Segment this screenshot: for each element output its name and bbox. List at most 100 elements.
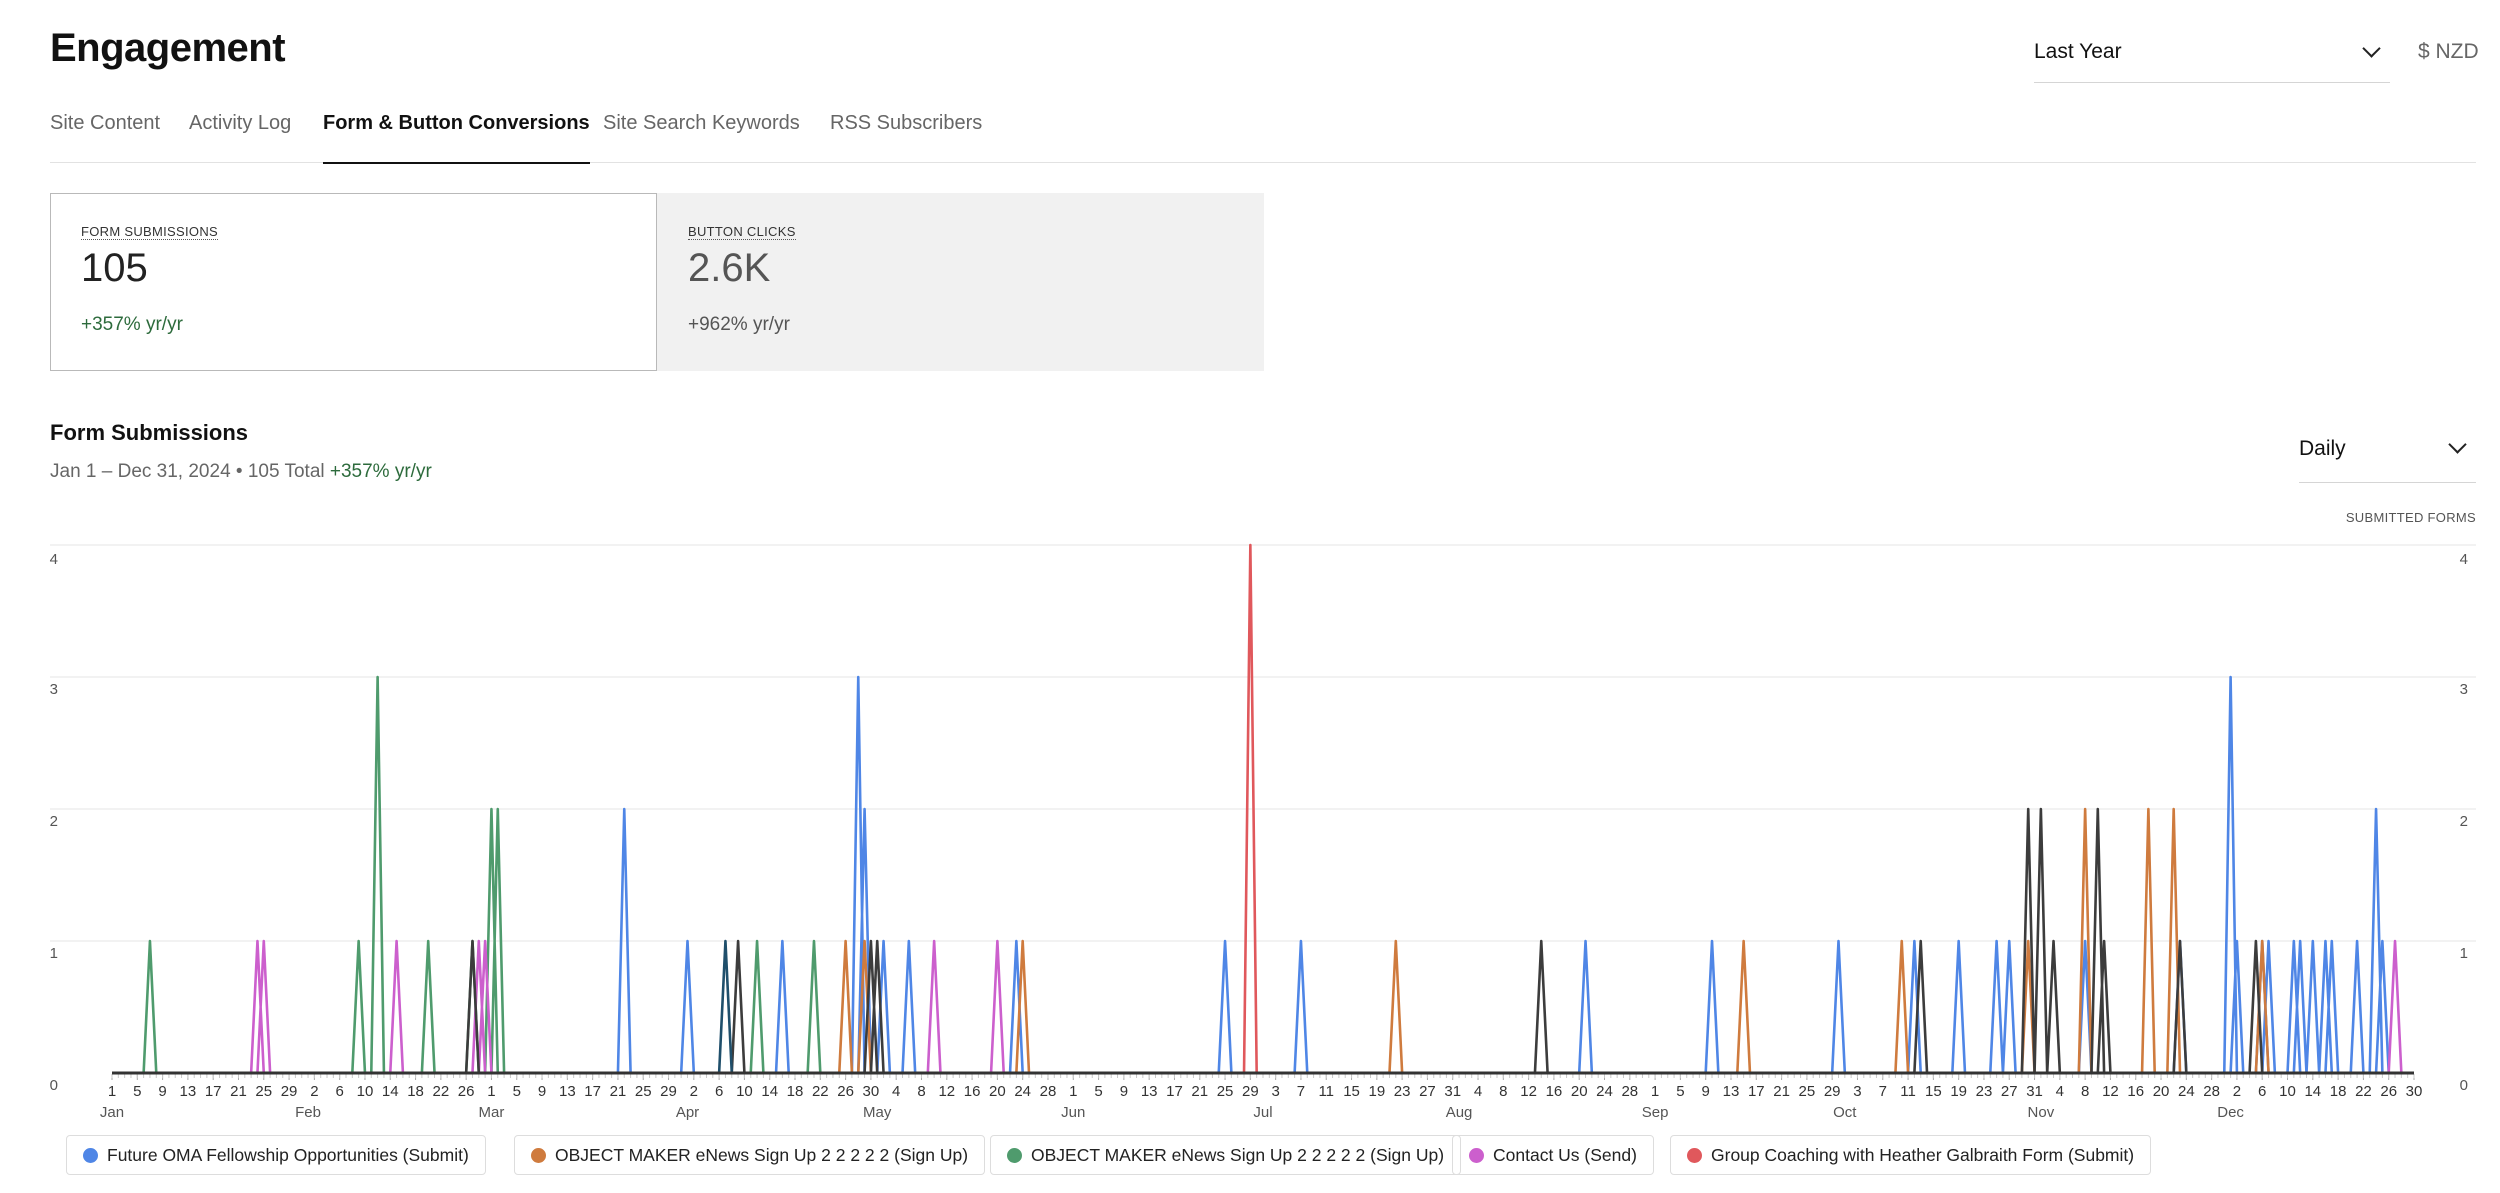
x-tick-label: 24 [1596,1083,1613,1100]
x-tick-label: 1 [1651,1083,1659,1100]
date-range-select[interactable]: Last Year [2034,30,2390,83]
button-clicks-card[interactable]: BUTTON CLICKS 2.6K +962% yr/yr [657,193,1264,371]
x-tick-label: 7 [1879,1083,1887,1100]
x-tick-label: 9 [1120,1083,1128,1100]
legend-item[interactable]: Contact Us (Send) [1452,1135,1654,1175]
chevron-down-icon [2362,39,2381,58]
y-tick-label-left: 2 [50,813,58,830]
month-label: Apr [676,1104,699,1121]
x-tick-label: 18 [787,1083,804,1100]
x-tick-label: 22 [2355,1083,2372,1100]
tab-bar: Site Content Activity Log Form & Button … [50,108,2476,164]
x-tick-label: 4 [1474,1083,1482,1100]
tab-site-content[interactable]: Site Content [50,112,161,134]
legend-dot [83,1148,98,1163]
x-tick-label: 29 [281,1083,298,1100]
legend-item[interactable]: Future OMA Fellowship Opportunities (Sub… [66,1135,486,1175]
x-tick-label: 19 [1950,1083,1967,1100]
legend-label: Future OMA Fellowship Opportunities (Sub… [107,1145,469,1165]
form-submissions-chart: 0 01 12 23 34 41 5 9 13 17 21 25 29 2 6 10 14 18 22 26 1 5 9 13… [50,543,2476,1121]
x-tick-label: 3 [1853,1083,1861,1100]
x-tick-label: 28 [1621,1083,1638,1100]
x-tick-label: 5 [133,1083,141,1100]
y-tick-label-right: 2 [2460,813,2468,830]
x-tick-label: 27 [2001,1083,2018,1100]
x-tick-label: 21 [1773,1083,1790,1100]
y-tick-label-left: 3 [50,681,58,698]
tab-form-button-conversions[interactable]: Form & Button Conversions [323,112,590,164]
page-title: Engagement [50,26,286,70]
x-tick-label: 17 [1166,1083,1183,1100]
x-tick-label: 25 [1799,1083,1816,1100]
month-label: May [863,1104,892,1121]
chart-change: +357% yr/yr [329,461,432,482]
x-tick-label: 29 [660,1083,677,1100]
x-tick-label: 2 [2233,1083,2241,1100]
chart-range-text: Jan 1 – Dec 31, 2024 • 105 Total [50,461,325,482]
x-tick-label: 9 [158,1083,166,1100]
x-tick-label: 17 [205,1083,222,1100]
x-tick-label: 4 [2056,1083,2064,1100]
x-tick-label: 4 [892,1083,900,1100]
x-tick-label: 16 [1546,1083,1563,1100]
x-tick-label: 5 [1676,1083,1684,1100]
legend-dot [1469,1148,1484,1163]
x-tick-label: 26 [837,1083,854,1100]
tab-rss-subscribers[interactable]: RSS Subscribers [830,112,983,134]
x-tick-label: 29 [1242,1083,1259,1100]
x-tick-label: 24 [1014,1083,1031,1100]
y-tick-label-right: 1 [2460,945,2468,962]
month-label: Oct [1833,1104,1857,1121]
legend-item[interactable]: OBJECT MAKER eNews Sign Up 2 2 2 2 2 (Si… [514,1135,986,1175]
x-tick-label: 6 [715,1083,723,1100]
card-label: FORM SUBMISSIONS [81,224,218,240]
month-label: Jan [100,1104,124,1121]
x-tick-label: 10 [2279,1083,2296,1100]
tab-site-search-keywords[interactable]: Site Search Keywords [603,112,800,134]
legend-label: OBJECT MAKER eNews Sign Up 2 2 2 2 2 (Si… [1031,1145,1445,1165]
x-tick-label: 15 [1343,1083,1360,1100]
series-line-3 [112,939,2414,1075]
x-tick-label: 1 [1069,1083,1077,1100]
x-tick-label: 13 [1723,1083,1740,1100]
x-tick-label: 27 [1419,1083,1436,1100]
x-tick-label: 13 [180,1083,197,1100]
y-tick-label-right: 3 [2460,681,2468,698]
x-tick-label: 14 [761,1083,778,1100]
legend-label: Contact Us (Send) [1493,1145,1637,1165]
y-tick-label-left: 4 [50,551,58,568]
series-line-1 [112,807,2414,1075]
x-tick-label: 21 [1191,1083,1208,1100]
x-tick-label: 13 [559,1083,576,1100]
x-tick-label: 8 [1499,1083,1507,1100]
x-tick-label: 13 [1141,1083,1158,1100]
x-tick-label: 31 [2026,1083,2043,1100]
month-label: Jun [1061,1104,1085,1121]
legend-item[interactable]: Group Coaching with Heather Galbraith Fo… [1670,1135,2152,1175]
x-tick-label: 12 [938,1083,955,1100]
interval-select[interactable]: Daily [2299,432,2476,483]
legend-item[interactable]: OBJECT MAKER eNews Sign Up 2 2 2 2 2 (Si… [990,1135,1462,1175]
legend-dot [1687,1148,1702,1163]
x-tick-label: 5 [1094,1083,1102,1100]
x-tick-label: 16 [2127,1083,2144,1100]
chevron-down-icon [2448,435,2467,454]
x-tick-label: 24 [2178,1083,2195,1100]
chart-title: Form Submissions [50,420,249,445]
card-value: 2.6K [688,246,771,290]
x-tick-label: 6 [335,1083,343,1100]
x-tick-label: 10 [357,1083,374,1100]
chart-subtitle: Jan 1 – Dec 31, 2024 • 105 Total +357% y… [50,461,432,483]
x-tick-label: 11 [1900,1083,1916,1100]
tab-activity-log[interactable]: Activity Log [189,112,292,134]
month-label: Nov [2028,1104,2055,1121]
x-tick-label: 23 [1976,1083,1993,1100]
x-tick-label: 16 [964,1083,981,1100]
currency-label: $ NZD [2418,40,2479,63]
month-label: Feb [295,1104,321,1121]
x-tick-label: 18 [2330,1083,2347,1100]
form-submissions-card[interactable]: FORM SUBMISSIONS 105 +357% yr/yr [50,193,657,371]
interval-value: Daily [2299,437,2346,460]
x-tick-label: 22 [433,1083,450,1100]
x-tick-label: 21 [230,1083,247,1100]
